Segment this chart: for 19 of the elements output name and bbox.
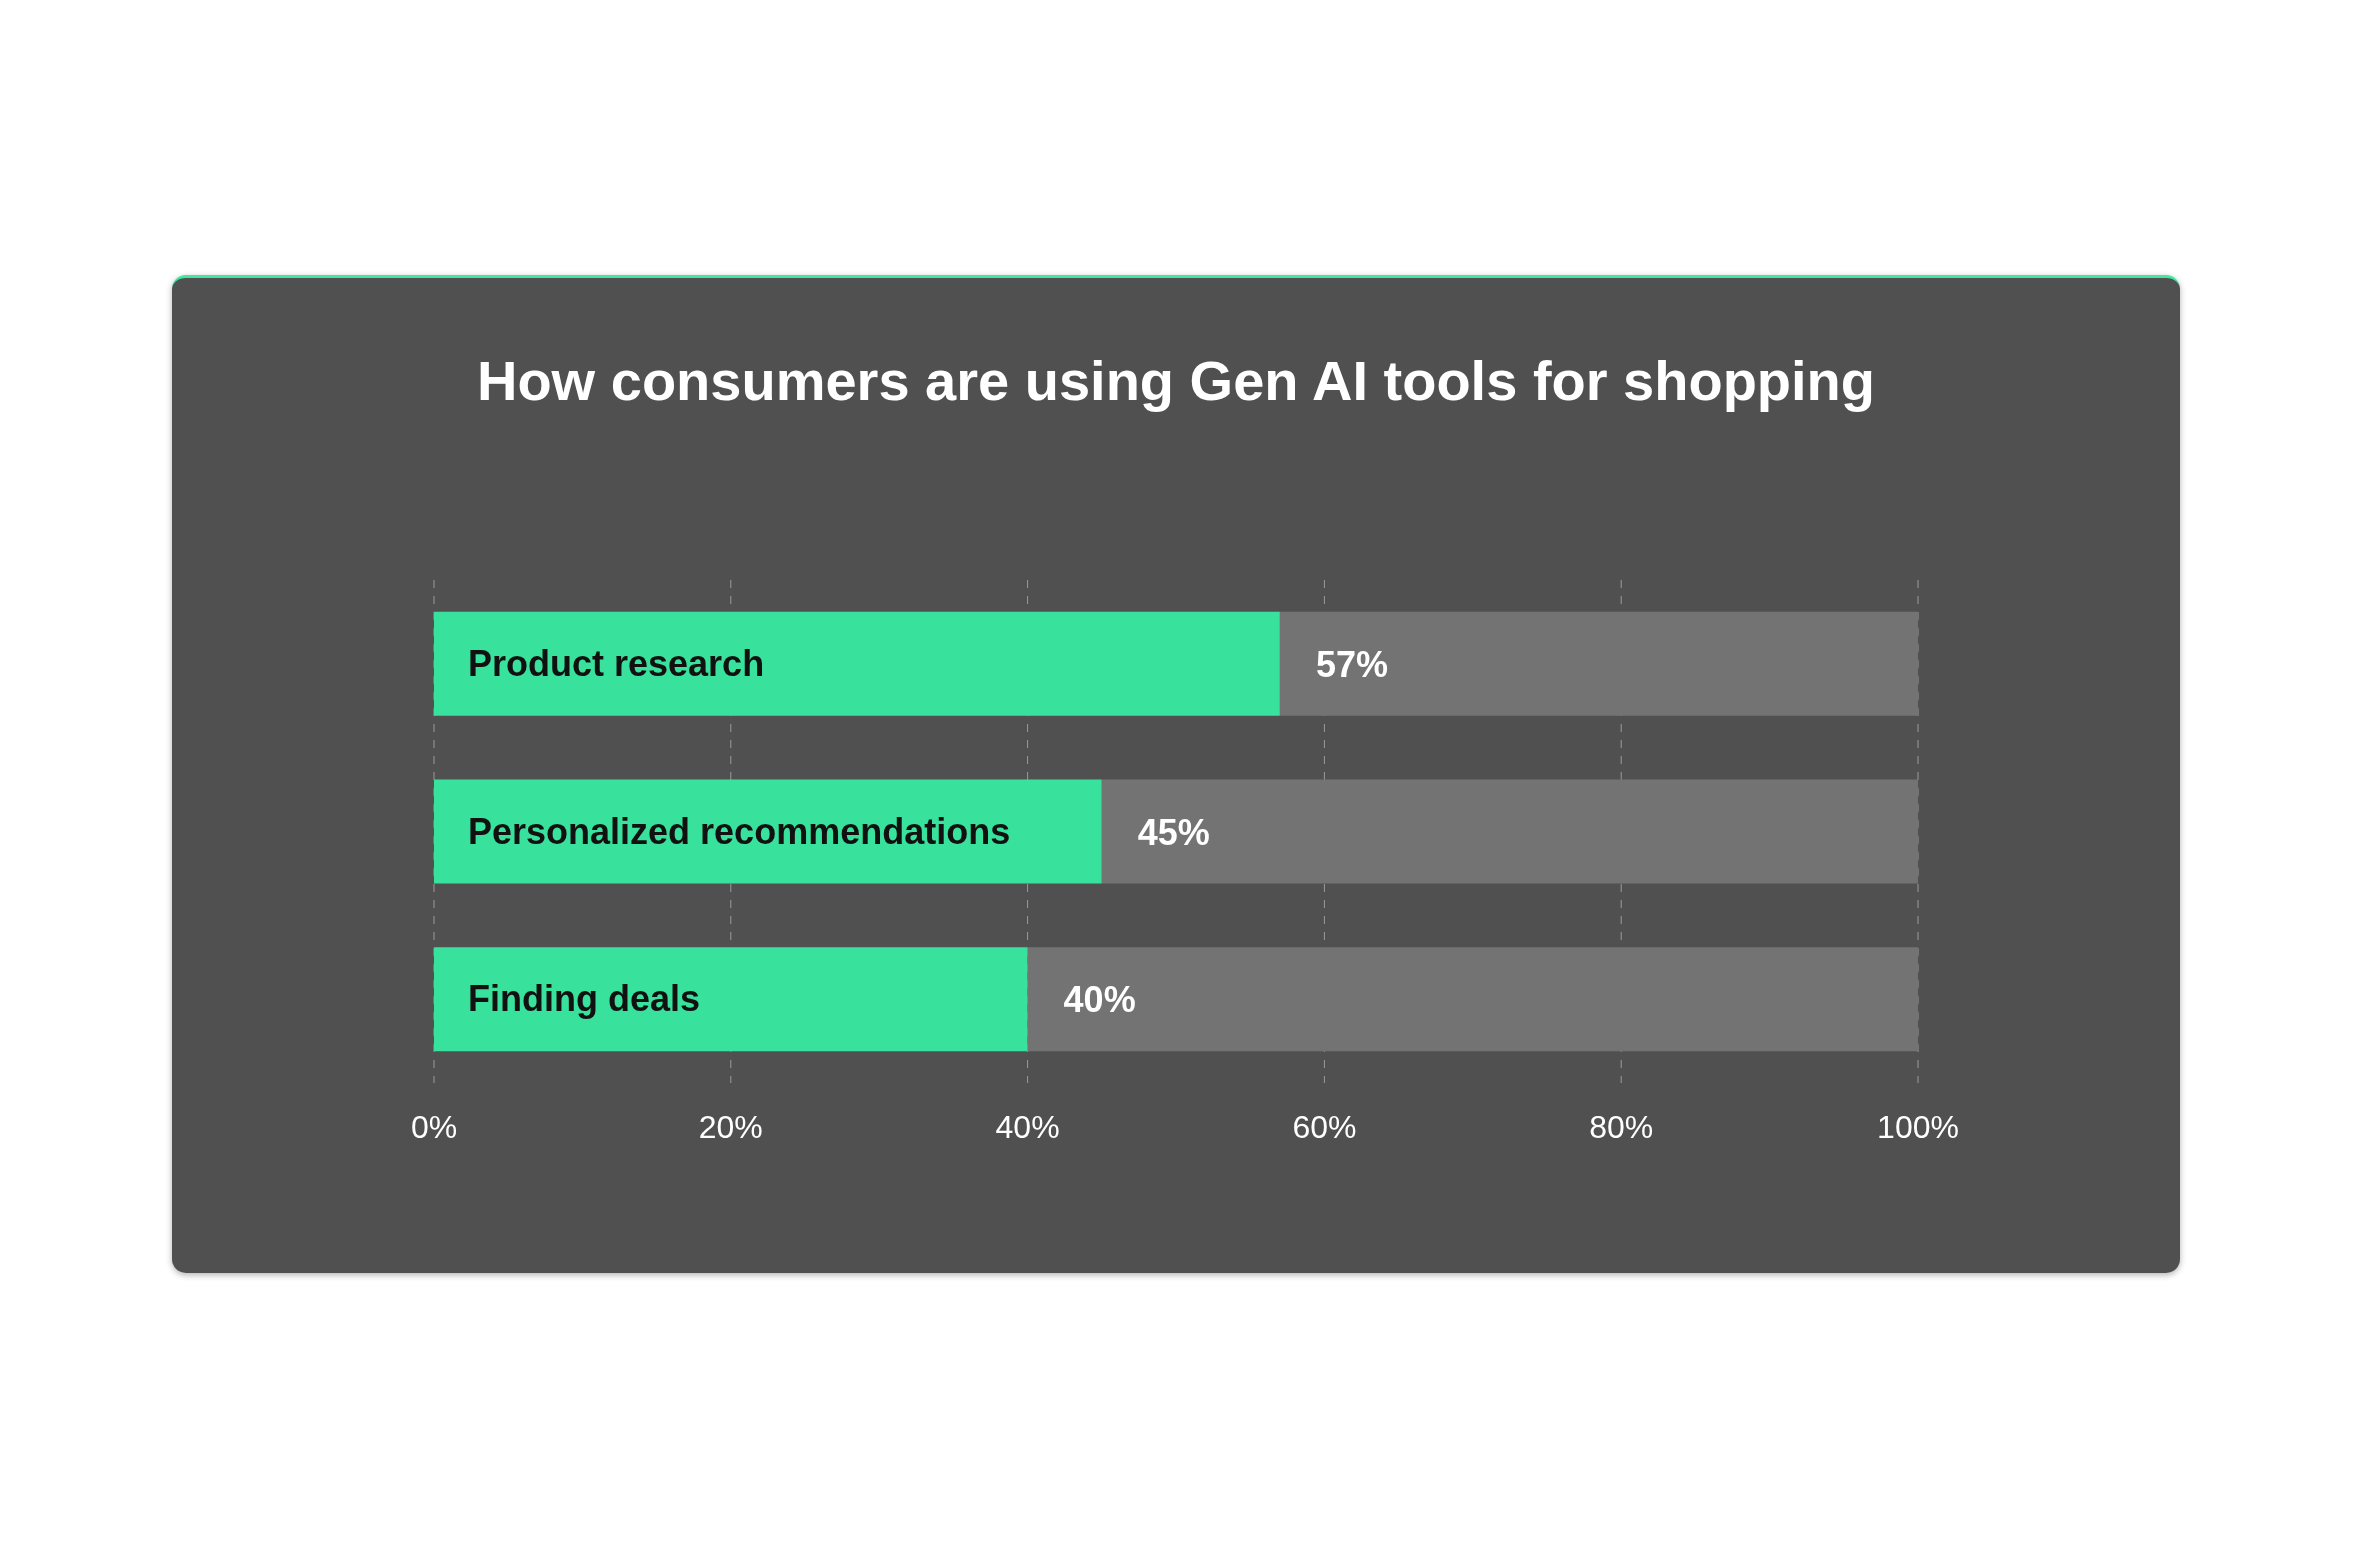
y-tick-label: Finding deals <box>468 978 701 1020</box>
bar <box>1027 947 1918 1052</box>
bar <box>434 779 1102 884</box>
data-label: 45% <box>1137 811 1210 853</box>
bar <box>434 947 1028 1052</box>
chart-title: How consumers are using Gen AI tools for shopping <box>475 348 1877 413</box>
x-tick-label: 0% <box>410 1108 458 1145</box>
x-tick-label: 100% <box>1877 1108 1959 1145</box>
x-tick-label: 80% <box>1589 1108 1654 1145</box>
x-tick-label: 20% <box>698 1108 763 1145</box>
bar <box>1279 611 1918 716</box>
data-label: 57% <box>1315 643 1388 685</box>
bar <box>434 611 1280 716</box>
x-tick-label: 40% <box>995 1108 1060 1145</box>
x-tick-label: 60% <box>1292 1108 1357 1145</box>
bar <box>1101 779 1918 884</box>
y-tick-label: Personalized recommendations <box>468 810 1011 852</box>
y-tick-label: Product research <box>468 642 765 684</box>
data-label: 40% <box>1063 979 1136 1021</box>
